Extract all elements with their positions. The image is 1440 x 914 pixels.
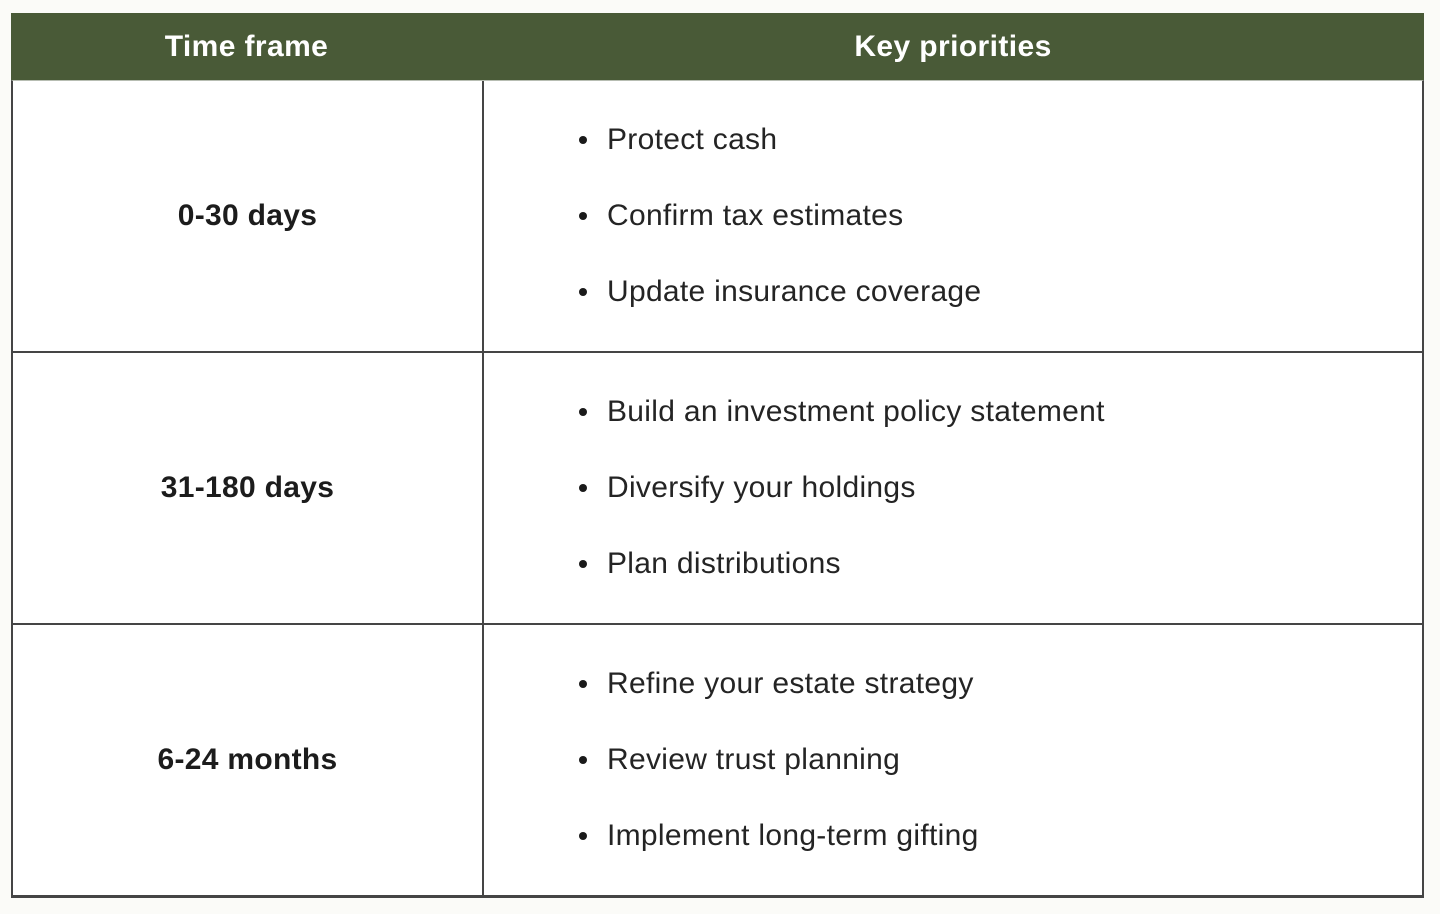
priorities-cell: Protect cash Confirm tax estimates Updat… [484,81,1422,351]
list-item: Confirm tax estimates [579,198,981,234]
list-item: Review trust planning [579,742,979,778]
priorities-table: Time frame Key priorities 0-30 days Prot… [11,13,1424,898]
list-item-label: Implement long-term gifting [607,819,979,852]
time-frame-cell: 31-180 days [13,353,484,623]
column-header-time-frame: Time frame [164,29,329,63]
bullet-icon [579,756,587,764]
list-item-label: Diversify your holdings [607,471,916,504]
list-item: Plan distributions [579,546,1105,582]
bullet-icon [579,680,587,688]
bullet-icon [579,212,587,220]
priorities-list: Build an investment policy statement Div… [484,394,1105,582]
bullet-icon [579,288,587,296]
bullet-icon [579,136,587,144]
list-item: Update insurance coverage [579,274,981,310]
list-item-label: Confirm tax estimates [607,199,904,232]
priorities-list: Refine your estate strategy Review trust… [484,666,979,854]
list-item-label: Update insurance coverage [607,275,982,308]
list-item: Refine your estate strategy [579,666,979,702]
bullet-icon [579,484,587,492]
table-header-row: Time frame Key priorities [11,13,1424,80]
list-item-label: Build an investment policy statement [607,395,1105,428]
list-item-label: Plan distributions [607,547,841,580]
column-header-key-priorities: Key priorities [854,29,1052,63]
time-frame-cell: 6-24 months [13,625,484,895]
table-body: 0-30 days Protect cash Confirm tax estim… [11,80,1424,898]
list-item-label: Refine your estate strategy [607,667,974,700]
bullet-icon [579,408,587,416]
list-item: Build an investment policy statement [579,394,1105,430]
bullet-icon [579,560,587,568]
list-item: Protect cash [579,122,981,158]
priorities-cell: Refine your estate strategy Review trust… [484,625,1422,895]
bullet-icon [579,832,587,840]
table-row: 6-24 months Refine your estate strategy … [13,625,1422,895]
list-item: Diversify your holdings [579,470,1105,506]
priorities-list: Protect cash Confirm tax estimates Updat… [484,122,981,310]
priorities-cell: Build an investment policy statement Div… [484,353,1422,623]
time-frame-cell: 0-30 days [13,81,484,351]
table-row: 0-30 days Protect cash Confirm tax estim… [13,81,1422,353]
list-item: Implement long-term gifting [579,818,979,854]
list-item-label: Protect cash [607,123,778,156]
table-row: 31-180 days Build an investment policy s… [13,353,1422,625]
list-item-label: Review trust planning [607,743,901,776]
